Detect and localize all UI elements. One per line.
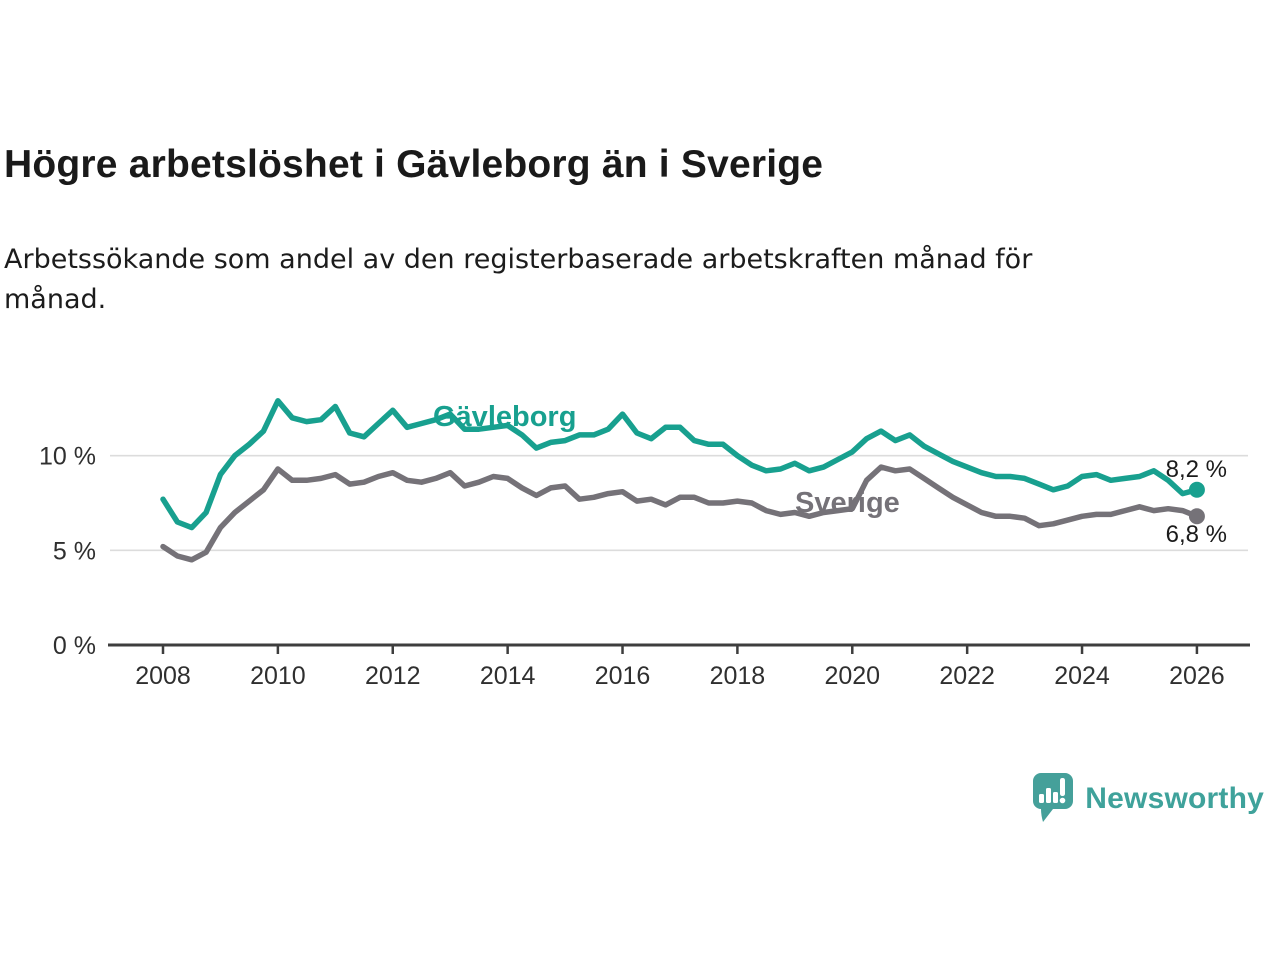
unemployment-line-chart: 0 % 5 % 10 % 2008 2010 2012 2014 2016 2018 2020 20… (0, 340, 1280, 720)
series-end-dot-gavleborg (1188, 481, 1205, 498)
x-axis-tick-label: 2026 (1169, 662, 1225, 690)
series-end-value-sverige: 6,8 % (1166, 521, 1227, 548)
x-axis-tick-label: 2014 (480, 662, 536, 690)
chart-canvas: 0 % 5 % 10 % 2008 2010 2012 2014 2016 2018 2020 20… (39, 398, 1250, 690)
y-axis-tick-label: 10 % (39, 443, 96, 471)
page-title: Högre arbetslöshet i Gävleborg än i Sver… (4, 143, 824, 186)
y-axis-tick-label: 0 % (53, 632, 96, 660)
x-axis-tick-label: 2018 (710, 662, 766, 690)
subtitle-line-1: Arbetssökande som andel av den registerb… (4, 244, 1033, 275)
branding-footer: Newsworthy (1031, 771, 1264, 828)
branding-name: Newsworthy (1085, 782, 1264, 815)
series-label-sverige: Sverige (795, 487, 900, 519)
series-line-gavleborg (160, 398, 1200, 531)
subtitle-line-2: månad. (4, 284, 107, 315)
series-line-sverige (160, 464, 1200, 563)
series-end-value-gavleborg: 8,2 % (1166, 456, 1227, 483)
y-axis-tick-label: 5 % (53, 537, 96, 565)
newsworthy-logo-icon (1031, 771, 1075, 828)
x-axis-tick-label: 2008 (135, 662, 191, 690)
chart-subtitle: Arbetssökande som andel av den registerb… (4, 240, 1032, 320)
x-axis-tick-label: 2024 (1054, 662, 1110, 690)
series-label-gavleborg: Gävleborg (433, 401, 576, 433)
x-axis-tick-label: 2020 (824, 662, 880, 690)
x-axis-tick-label: 2016 (595, 662, 651, 690)
x-axis-tick-label: 2022 (939, 662, 995, 690)
x-axis-tick-label: 2010 (250, 662, 306, 690)
series-end-dot-sverige (1188, 508, 1205, 525)
x-axis-tick-label: 2012 (365, 662, 421, 690)
